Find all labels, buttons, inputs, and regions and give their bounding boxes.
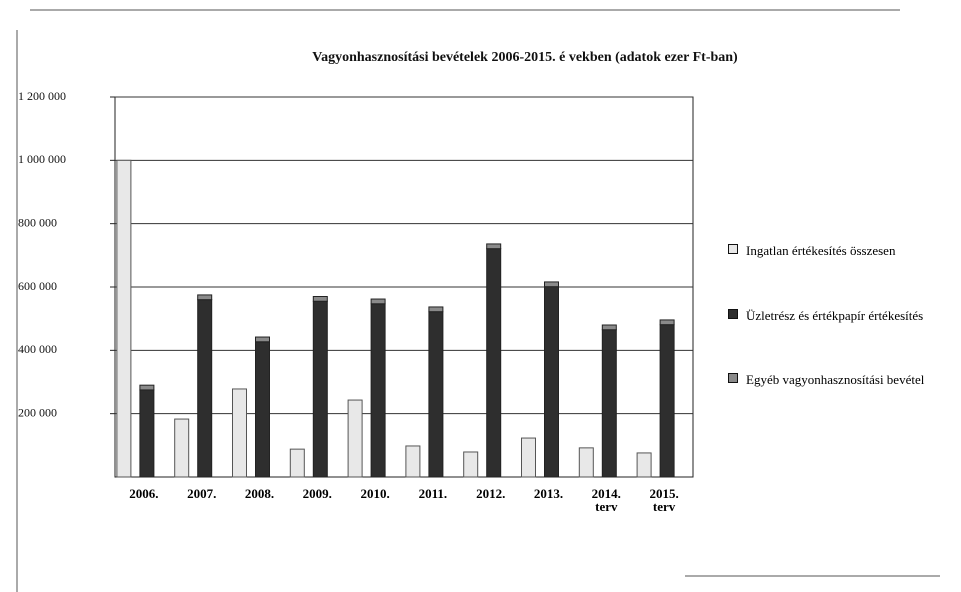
bar (463, 451, 479, 478)
bar (139, 384, 155, 391)
y-tick-label: 1 000 000 (18, 152, 66, 166)
bar (544, 286, 559, 478)
legend-entry: Ingatlan értékesítés összesen (728, 243, 948, 258)
bar (601, 324, 617, 331)
x-tick-label: 2015. terv (649, 486, 679, 514)
legend-swatch (728, 373, 738, 383)
y-tick-label: 400 000 (18, 342, 57, 356)
bar (370, 303, 386, 478)
legend-entry: Egyéb vagyonhasznosítási bevétel (728, 372, 948, 387)
x-tick-label: 2007. (187, 486, 217, 501)
bar (347, 399, 363, 478)
bar (486, 243, 502, 250)
bar (116, 159, 132, 478)
bar (636, 452, 652, 478)
legend-swatch (728, 244, 738, 254)
bar (544, 281, 559, 288)
bar (312, 300, 328, 478)
bar (312, 296, 328, 302)
chart-title: Vagyonhasznosítási bevételek 2006-2015. … (312, 50, 738, 65)
legend-entry: Üzletrész és értékpapír értékesítés (728, 308, 948, 323)
bar (174, 418, 190, 478)
x-tick-label: 2010. (360, 486, 390, 501)
bar (428, 311, 444, 478)
bar (232, 388, 247, 478)
y-tick-label: 600 000 (18, 279, 57, 293)
legend-label: Üzletrész és értékpapír értékesítés (746, 308, 924, 323)
x-tick-label: 2006. (129, 486, 159, 501)
bar (370, 298, 386, 305)
x-tick-label: 2012. (476, 486, 506, 501)
legend-swatch (728, 309, 738, 319)
bar (255, 336, 270, 343)
y-tick-label: 800 000 (18, 215, 57, 229)
bar (255, 341, 270, 478)
x-tick-label: 2014. terv (591, 486, 621, 514)
bar (601, 329, 617, 478)
bar (289, 448, 305, 478)
bar (139, 389, 155, 478)
y-tick-label: 1 200 000 (18, 89, 66, 103)
x-tick-label: 2013. (533, 486, 564, 501)
y-tick-label: 200 000 (18, 405, 57, 419)
bar (428, 306, 444, 313)
bar (659, 324, 675, 478)
legend-label: Ingatlan értékesítés összesen (746, 243, 896, 258)
x-tick-label: 2008. (244, 486, 275, 501)
bar (197, 299, 213, 478)
x-tick-label: 2011. (418, 486, 448, 501)
bar (486, 248, 502, 478)
bar (197, 294, 213, 301)
x-tick-label: 2009. (302, 486, 332, 501)
bar (521, 437, 536, 478)
bar (405, 445, 421, 478)
bar (578, 447, 594, 478)
bar (659, 319, 675, 326)
legend-label: Egyéb vagyonhasznosítási bevétel (746, 372, 925, 387)
